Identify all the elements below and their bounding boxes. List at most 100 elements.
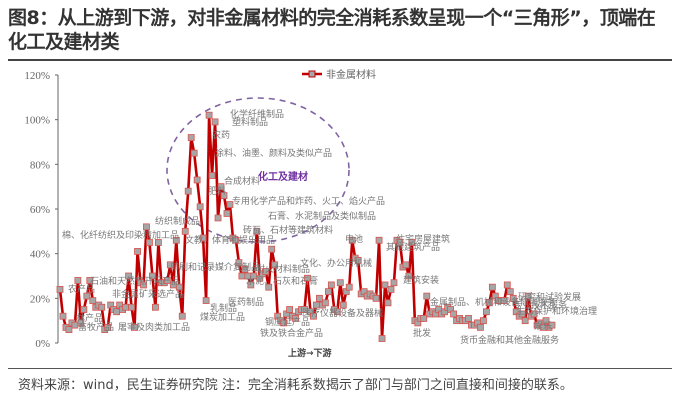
footer-divider [8,368,672,369]
data-point-marker [405,272,413,280]
data-point-marker [214,214,222,222]
data-point-marker [89,297,97,304]
data-point-marker [542,317,550,325]
point-annotation: 纺织制成品 [155,215,200,227]
data-point-marker [149,272,156,280]
point-annotation: 文教、体育和娱乐用品 [185,234,275,246]
y-axis: 0% 20% 40% 60% 80% 100% 120% [24,70,59,350]
y-tick-label: 120% [24,70,50,82]
point-annotation: 煤炭加工品 [200,311,245,323]
data-point-marker [146,239,153,246]
point-annotation: 农产品 [68,283,95,295]
y-tick-label: 20% [30,293,50,305]
point-annotation: 化学纤维制品 [230,108,284,120]
data-point-marker [113,308,121,316]
point-annotation: 娱乐 [534,320,552,332]
data-point-marker [205,111,213,119]
x-axis-label: 上游→下游 [288,347,332,359]
data-point-marker [238,272,246,280]
point-annotation: 印刷和记录媒介复制品 [170,261,260,273]
data-point-marker [381,281,389,289]
data-point-marker [220,192,228,200]
data-point-marker [190,149,198,157]
data-point-marker [336,279,344,287]
data-point-marker [488,283,496,291]
data-point-marker [480,317,487,325]
point-annotation: 屠宰及肉类加工品 [118,321,190,333]
data-point-marker [193,176,201,184]
y-tick-label: 0% [35,338,50,350]
point-annotation: 塑料制品 [232,116,268,128]
data-point-marker [521,317,529,325]
data-point-marker [387,285,395,293]
data-point-marker [327,281,335,289]
data-point-marker [98,303,106,311]
data-point-marker [56,285,64,293]
point-annotation: 乳制品 [210,302,237,314]
point-annotation: 农药 [212,129,230,141]
point-annotation: 批发 [413,327,431,339]
point-annotation: 铁及铁合金产品 [260,327,323,339]
data-point-marker [396,239,404,246]
data-point-marker [465,315,472,322]
data-point-marker [175,283,183,291]
point-annotation: 水泥、石灰和石膏 [246,275,318,287]
data-point-marker [372,294,380,302]
data-point-marker [292,315,299,322]
y-tick-label: 60% [30,204,50,216]
data-point-marker [506,288,514,296]
data-point-marker [122,303,129,311]
data-point-marker [324,288,332,296]
data-point-marker [83,292,91,300]
circle-label: 化工及建材 [258,170,308,183]
data-point-marker [128,303,135,311]
point-annotation: 医药制品 [228,296,264,308]
line-chart: 0% 20% 40% 60% 80% 100% 120% 化工及建材 化学纤维制品塑料制品农… [24,68,597,359]
point-annotation: 涂料、油墨、颜料及类似产品 [215,147,332,159]
point-annotation: 专业技术服务 [513,299,567,311]
data-point-marker [131,323,138,331]
legend-marker-icon [308,70,316,78]
data-point-marker [262,268,270,275]
data-point-marker [378,335,386,342]
y-tick-label: 80% [30,159,50,171]
point-annotation: 非金属矿采选产品 [112,288,184,300]
data-point-marker [226,201,234,208]
data-point-marker [140,281,147,289]
point-annotation: 林产品 [76,312,103,324]
point-annotation: 石膏、水泥制品及类似制品 [268,210,376,222]
data-point-marker [232,236,240,244]
data-point-marker [163,277,171,284]
data-point-marker [485,299,493,307]
data-point-marker [86,277,94,284]
data-point-marker [509,294,517,302]
data-point-marker [74,277,82,284]
point-annotation: 生态保护和环境治理 [516,305,597,317]
data-point-marker [316,294,323,302]
point-annotation: 合成材料 [224,175,260,187]
point-annotation: 金属制品、机械和设备修理服务 [430,296,556,308]
data-point-marker [450,310,458,318]
data-point-marker [375,236,383,244]
data-point-marker [477,323,484,331]
data-point-marker [333,308,341,316]
legend: 非金属材料 [302,68,376,81]
point-annotation: 钢压延产品 [265,316,310,328]
point-annotations: 化学纤维制品塑料制品农药涂料、油墨、颜料及类似产品合成材料肥料专用化学产品和炸药… [62,108,597,346]
data-point-marker [77,319,85,327]
data-point-marker [420,315,428,322]
data-point-marker [348,236,356,244]
data-point-marker [199,234,207,242]
point-annotation: 石油和天然气开采产品 [90,275,180,287]
data-point-marker [154,239,162,246]
title-divider [8,59,672,61]
data-point-marker [530,310,538,318]
data-point-marker [211,118,219,126]
data-point-marker [143,223,150,231]
data-point-marker [235,259,243,267]
data-point-marker [253,227,261,235]
data-point-marker [59,312,67,320]
data-point-marker [187,134,195,141]
data-point-marker [310,312,317,320]
data-point-marker [304,274,311,282]
